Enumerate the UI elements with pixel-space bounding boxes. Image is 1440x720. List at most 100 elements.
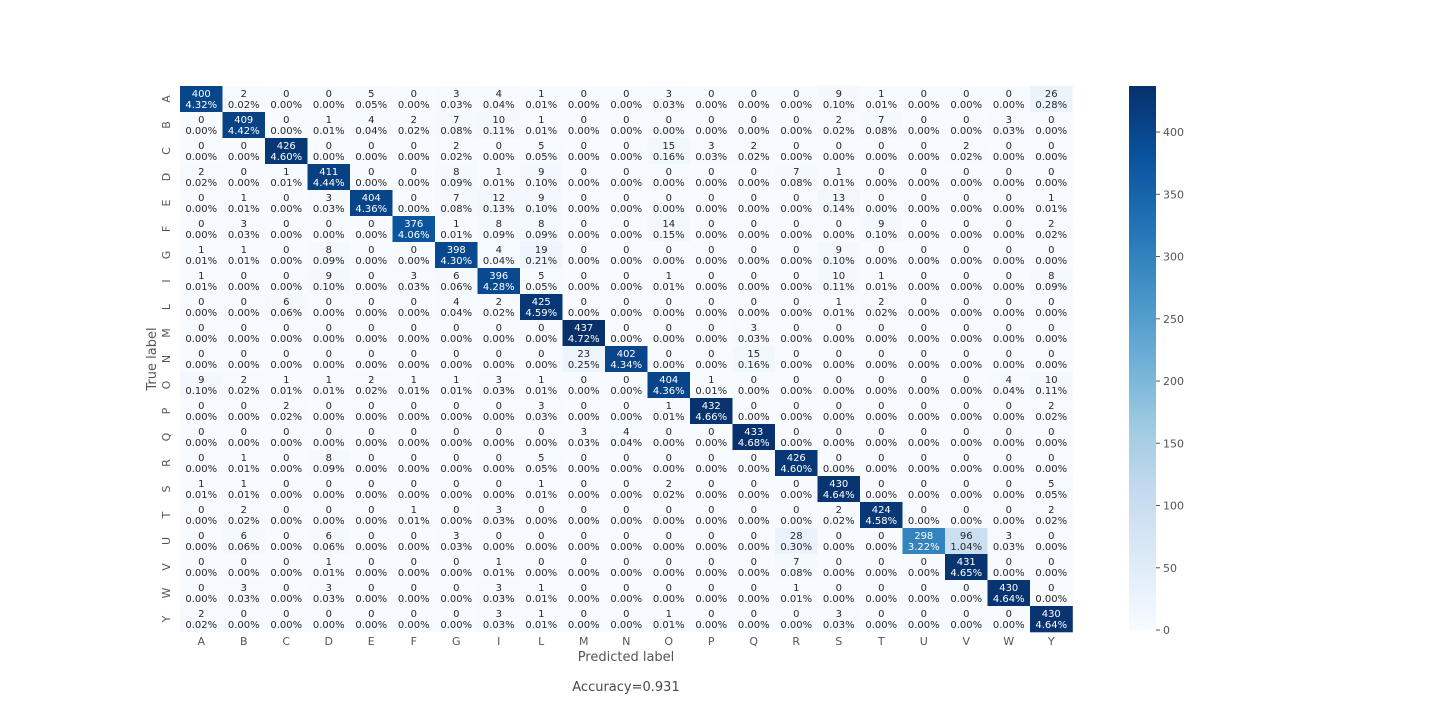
cell-percent-label: 0.00%	[908, 568, 940, 579]
cell-count-label: 0	[198, 505, 204, 516]
cell-percent-label: 0.00%	[738, 230, 770, 241]
cell-percent-label: 0.00%	[355, 230, 387, 241]
y-tick-label: M	[160, 328, 173, 338]
heatmap-cell	[265, 190, 308, 217]
y-axis-ticks: A B C D E F G I L M N O P Q R S T U V W Y	[160, 95, 173, 624]
cell-percent-label: 0.00%	[908, 152, 940, 163]
x-tick-label: Y	[1047, 635, 1055, 648]
cell-percent-label: 0.00%	[908, 412, 940, 423]
cell-percent-label: 0.00%	[695, 360, 727, 371]
heatmap-cell	[180, 268, 223, 295]
cell-count-label: 6	[241, 531, 247, 542]
heatmap-cell	[732, 346, 776, 373]
heatmap-cell	[690, 112, 733, 139]
cell-percent-label: 0.03%	[483, 594, 515, 605]
cell-percent-label: 0.01%	[185, 256, 217, 267]
cell-percent-label: 0.30%	[780, 542, 812, 553]
cell-percent-label: 4.59%	[525, 308, 557, 319]
cell-percent-label: 0.00%	[568, 490, 600, 501]
cell-count-label: 5	[538, 271, 544, 282]
cell-percent-label: 0.00%	[610, 594, 642, 605]
cell-percent-label: 0.00%	[695, 594, 727, 605]
cell-count-label: 0	[963, 193, 969, 204]
cell-percent-label: 0.00%	[738, 542, 770, 553]
heatmap-cell	[605, 346, 648, 373]
cell-percent-label: 0.00%	[865, 594, 897, 605]
cell-count-label: 0	[623, 141, 629, 152]
cell-percent-label: 0.01%	[228, 256, 260, 267]
cell-count-label: 0	[623, 167, 629, 178]
cell-count-label: 1	[453, 219, 459, 230]
y-tick-label: W	[160, 587, 173, 598]
cell-count-label: 0	[368, 609, 374, 620]
cell-percent-label: 0.00%	[738, 282, 770, 293]
cell-percent-label: 0.00%	[695, 490, 727, 501]
heatmap-cell	[350, 424, 393, 451]
cell-count-label: 0	[921, 297, 927, 308]
heatmap-cell	[647, 346, 691, 373]
cell-count-label: 0	[283, 427, 289, 438]
cell-count-label: 0	[836, 349, 842, 360]
cell-count-label: 96	[960, 531, 973, 542]
cell-percent-label: 0.00%	[1035, 178, 1067, 189]
cell-count-label: 432	[702, 401, 721, 412]
cell-count-label: 9	[836, 245, 842, 256]
y-tick-label: A	[160, 95, 173, 103]
cell-percent-label: 0.00%	[483, 438, 515, 449]
cell-percent-label: 0.00%	[738, 178, 770, 189]
heatmap-cell	[605, 190, 648, 217]
heatmap-cell	[350, 398, 393, 425]
heatmap-cell	[307, 112, 351, 139]
cell-percent-label: 0.08%	[780, 568, 812, 579]
cell-percent-label: 0.02%	[738, 152, 770, 163]
cell-count-label: 0	[198, 193, 204, 204]
heatmap-cell	[222, 346, 266, 373]
cell-percent-label: 0.00%	[653, 568, 685, 579]
cell-percent-label: 0.00%	[780, 386, 812, 397]
cell-count-label: 0	[1006, 479, 1012, 490]
cell-percent-label: 0.00%	[398, 100, 430, 111]
y-tick-label: N	[160, 355, 173, 363]
heatmap-cell	[605, 242, 648, 269]
cell-percent-label: 0.00%	[780, 412, 812, 423]
cell-percent-label: 0.00%	[440, 464, 472, 475]
heatmap-cell	[690, 86, 733, 113]
cell-count-label: 0	[368, 167, 374, 178]
cell-count-label: 2	[751, 141, 757, 152]
cell-count-label: 0	[453, 479, 459, 490]
heatmap-grid: 4004.32%20.02%00.00%00.00%50.05%00.00%30…	[180, 86, 1073, 633]
cell-count-label: 0	[496, 479, 502, 490]
cell-percent-label: 0.00%	[950, 386, 982, 397]
cell-count-label: 0	[878, 531, 884, 542]
heatmap-cell	[180, 138, 223, 165]
cell-count-label: 0	[411, 349, 417, 360]
cell-count-label: 1	[538, 115, 544, 126]
cell-percent-label: 0.00%	[653, 464, 685, 475]
cell-count-label: 2	[963, 141, 969, 152]
cell-percent-label: 0.00%	[653, 126, 685, 137]
heatmap-cell	[690, 294, 733, 321]
cell-percent-label: 0.03%	[483, 620, 515, 631]
cell-count-label: 0	[368, 557, 374, 568]
cell-count-label: 0	[708, 531, 714, 542]
cell-percent-label: 0.00%	[823, 386, 855, 397]
cell-count-label: 0	[1006, 349, 1012, 360]
cell-count-label: 0	[581, 115, 587, 126]
heatmap-cell	[180, 528, 223, 555]
cell-percent-label: 0.00%	[865, 360, 897, 371]
cell-count-label: 0	[198, 453, 204, 464]
heatmap-cell	[902, 138, 946, 165]
cell-percent-label: 0.11%	[1035, 386, 1067, 397]
cell-count-label: 0	[283, 219, 289, 230]
cell-percent-label: 0.00%	[823, 152, 855, 163]
cell-count-label: 0	[751, 115, 757, 126]
heatmap-cell	[647, 476, 691, 503]
cell-count-label: 0	[751, 531, 757, 542]
cell-count-label: 433	[744, 427, 763, 438]
cell-percent-label: 0.00%	[738, 412, 770, 423]
cell-percent-label: 0.00%	[695, 464, 727, 475]
cell-count-label: 1	[666, 609, 672, 620]
cell-count-label: 0	[283, 323, 289, 334]
